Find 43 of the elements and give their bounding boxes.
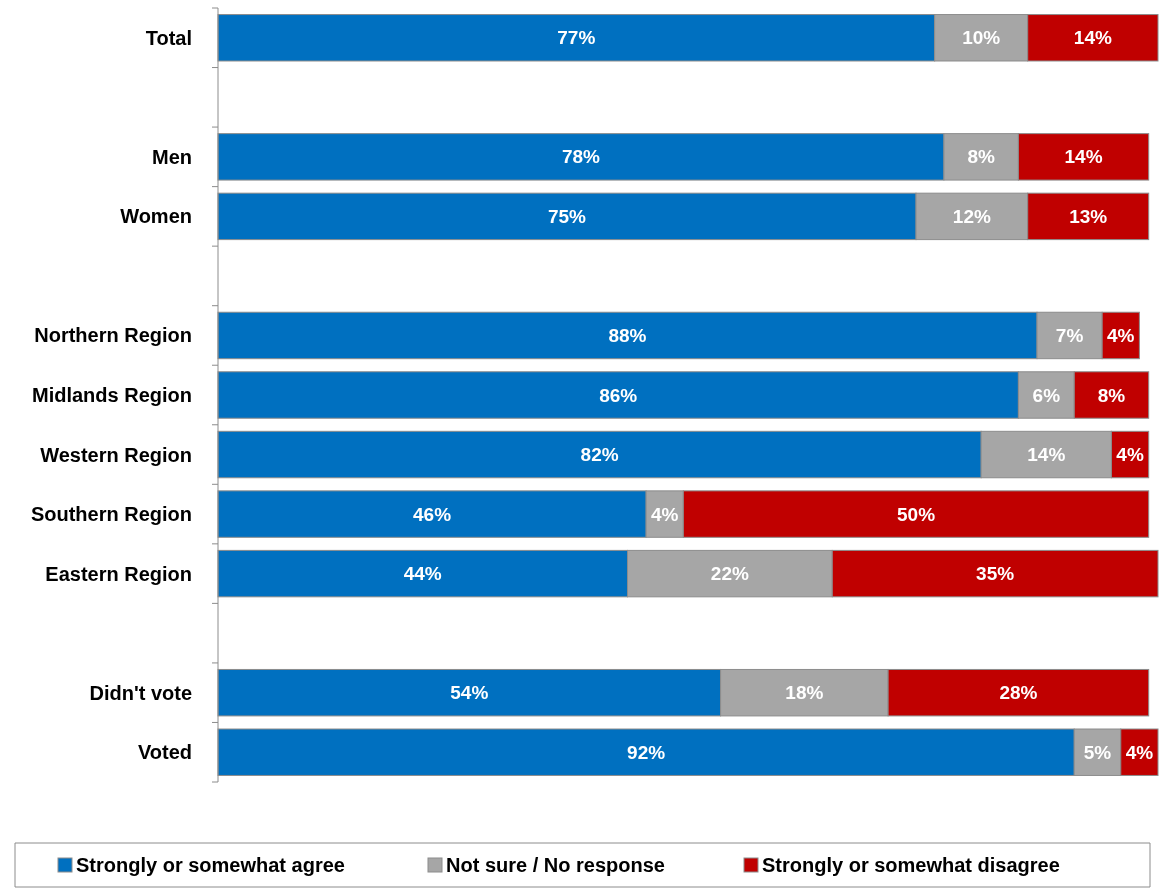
- data-label: 7%: [1055, 325, 1084, 347]
- data-label: 35%: [976, 563, 1015, 585]
- data-label: 14%: [1073, 27, 1112, 49]
- data-label: 88%: [608, 325, 647, 347]
- y-tick-label: Men: [152, 145, 192, 168]
- data-label: 75%: [547, 206, 587, 228]
- data-label: 54%: [450, 682, 489, 704]
- data-label: 6%: [1032, 384, 1061, 406]
- y-tick-label: Didn't vote: [89, 681, 192, 704]
- data-label: 5%: [1083, 741, 1112, 763]
- data-label: 28%: [999, 682, 1038, 704]
- data-label: 4%: [651, 503, 679, 525]
- y-tick-label: Western Region: [40, 443, 192, 466]
- data-label: 18%: [785, 682, 824, 704]
- data-label: 44%: [403, 563, 442, 585]
- data-label: 4%: [1107, 325, 1135, 347]
- y-tick-label: Eastern Region: [45, 562, 192, 585]
- data-label: 78%: [561, 146, 601, 168]
- data-label: 14%: [1027, 444, 1066, 466]
- data-label: 8%: [967, 146, 995, 168]
- legend-label: Strongly or somewhat disagree: [762, 854, 1060, 876]
- data-label: 8%: [1097, 384, 1126, 406]
- y-tick-label: Voted: [137, 741, 192, 764]
- y-tick-label: Women: [120, 205, 192, 228]
- data-label: 86%: [599, 384, 638, 406]
- data-label: 12%: [952, 206, 991, 228]
- data-label: 13%: [1069, 206, 1108, 228]
- y-tick-label: Total: [145, 26, 192, 49]
- legend-label: Not sure / No response: [446, 854, 665, 876]
- data-label: 10%: [962, 27, 1001, 49]
- data-label: 77%: [557, 27, 596, 49]
- data-label: 50%: [897, 503, 936, 525]
- data-label: 46%: [413, 503, 452, 525]
- data-label: 22%: [710, 563, 749, 585]
- y-tick-label: Midlands Region: [32, 384, 192, 406]
- y-tick-label: Northern Region: [34, 324, 192, 347]
- data-label: 4%: [1125, 741, 1154, 763]
- y-tick-label: Southern Region: [30, 503, 192, 526]
- data-label: 82%: [580, 444, 619, 466]
- data-label: 4%: [1116, 444, 1144, 466]
- legend-label: Strongly or somewhat agree: [76, 854, 345, 876]
- data-label: 92%: [627, 741, 666, 763]
- data-label: 14%: [1064, 146, 1103, 168]
